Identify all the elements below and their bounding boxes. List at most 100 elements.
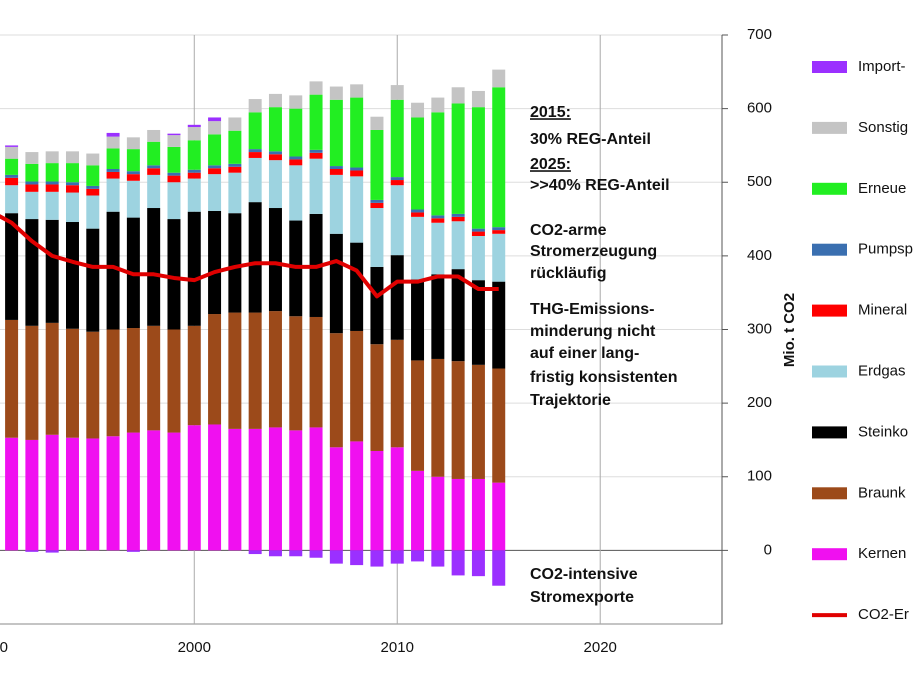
bar-segment bbox=[248, 550, 262, 555]
bar-segment bbox=[431, 358, 445, 477]
bar-segment bbox=[370, 199, 384, 203]
bar-segment bbox=[329, 99, 343, 167]
bar-segment bbox=[329, 333, 343, 448]
bar-segment bbox=[106, 171, 120, 179]
bar-segment bbox=[471, 235, 485, 281]
annotation: CO2-arme bbox=[530, 222, 607, 239]
bar-segment bbox=[65, 151, 79, 164]
bar-segment bbox=[86, 153, 100, 166]
bar-segment bbox=[471, 550, 485, 577]
bar-segment bbox=[350, 97, 364, 168]
bar-segment bbox=[126, 137, 140, 150]
bar-segment bbox=[25, 325, 39, 440]
bar-segment bbox=[208, 210, 222, 315]
legend-swatch bbox=[812, 365, 847, 378]
bar-segment bbox=[350, 167, 364, 171]
bar-segment bbox=[390, 550, 404, 564]
bar-segment bbox=[329, 168, 343, 175]
bar-segment bbox=[167, 432, 181, 551]
bar-segment bbox=[248, 312, 262, 429]
bar-segment bbox=[289, 165, 303, 221]
bar-segment bbox=[208, 314, 222, 425]
bar-segment bbox=[390, 447, 404, 551]
bar-segment bbox=[147, 325, 161, 431]
bar-segment bbox=[471, 280, 485, 365]
bar-segment bbox=[25, 191, 39, 220]
bar-segment bbox=[126, 180, 140, 218]
bar-segment bbox=[248, 152, 262, 158]
bar-segment bbox=[45, 219, 59, 323]
bar-segment bbox=[329, 550, 343, 564]
bar-segment bbox=[350, 84, 364, 98]
legend-swatch bbox=[812, 243, 847, 256]
bar-segment bbox=[25, 550, 39, 552]
bar-segment bbox=[329, 174, 343, 234]
bar-segment bbox=[268, 107, 282, 152]
bar-segment bbox=[187, 325, 201, 426]
legend-label: Mineral bbox=[858, 302, 907, 319]
bar-segment bbox=[208, 424, 222, 551]
bar-segment bbox=[268, 427, 282, 551]
bar-segment bbox=[471, 228, 485, 232]
bar-segment bbox=[45, 163, 59, 182]
bar-segment bbox=[187, 178, 201, 212]
bar-segment bbox=[228, 166, 242, 173]
bar-segment bbox=[390, 180, 404, 186]
bar-segment bbox=[147, 174, 161, 209]
bar-segment bbox=[309, 94, 323, 150]
bar-segment bbox=[268, 208, 282, 312]
annotation: 2025: bbox=[530, 156, 571, 173]
bar-segment bbox=[208, 134, 222, 166]
annotation: >>40% REG-Anteil bbox=[530, 177, 670, 194]
bar-segment bbox=[25, 163, 39, 182]
bar-segment bbox=[451, 550, 465, 576]
bar-segment bbox=[167, 172, 181, 176]
bar-segment bbox=[492, 281, 506, 369]
bar-segment bbox=[268, 154, 282, 161]
bar-segment bbox=[492, 230, 506, 234]
bar-segment bbox=[289, 108, 303, 157]
bar-segment bbox=[106, 178, 120, 212]
bar-segment bbox=[370, 450, 384, 551]
bar-segment bbox=[167, 219, 181, 330]
bar-segment bbox=[86, 195, 100, 229]
bar-segment bbox=[451, 87, 465, 104]
annotation: Stromexporte bbox=[530, 589, 634, 606]
bar-segment bbox=[167, 133, 181, 136]
bar-segment bbox=[5, 174, 19, 178]
bar-segment bbox=[208, 168, 222, 175]
bar-segment bbox=[289, 316, 303, 431]
bar-segment bbox=[126, 149, 140, 172]
bar-segment bbox=[106, 148, 120, 169]
bar-segment bbox=[390, 99, 404, 178]
bar-segment bbox=[329, 233, 343, 334]
bar-segment bbox=[268, 151, 282, 155]
bar-segment bbox=[167, 135, 181, 147]
bar-segment bbox=[45, 184, 59, 192]
bar-segment bbox=[5, 158, 19, 175]
bar-segment bbox=[350, 170, 364, 177]
bar-segment bbox=[471, 107, 485, 229]
bar-segment bbox=[289, 550, 303, 557]
bar-segment bbox=[451, 103, 465, 214]
y-tick-label: 0 bbox=[764, 541, 772, 558]
x-tick-label: 1990 bbox=[0, 639, 8, 656]
x-tick-label: 2010 bbox=[381, 639, 414, 656]
bar-segment bbox=[492, 368, 506, 483]
bar-segment bbox=[268, 160, 282, 209]
bar-segment bbox=[86, 188, 100, 196]
annotation: Stromerzeugung bbox=[530, 243, 657, 260]
annotation: auf einer lang- bbox=[530, 345, 639, 362]
bar-segment bbox=[65, 163, 79, 183]
co2-line bbox=[0, 214, 499, 299]
bar-segment bbox=[411, 360, 425, 471]
x-tick-label: 2020 bbox=[584, 639, 617, 656]
annotation: fristig konsistenten bbox=[530, 369, 678, 386]
bar-segment bbox=[5, 185, 19, 214]
bar-segment bbox=[370, 208, 384, 267]
bar-segment bbox=[147, 208, 161, 326]
bar-segment bbox=[350, 550, 364, 566]
bar-segment bbox=[431, 274, 445, 359]
y-tick-label: 700 bbox=[747, 26, 772, 43]
bar-segment bbox=[126, 328, 140, 433]
